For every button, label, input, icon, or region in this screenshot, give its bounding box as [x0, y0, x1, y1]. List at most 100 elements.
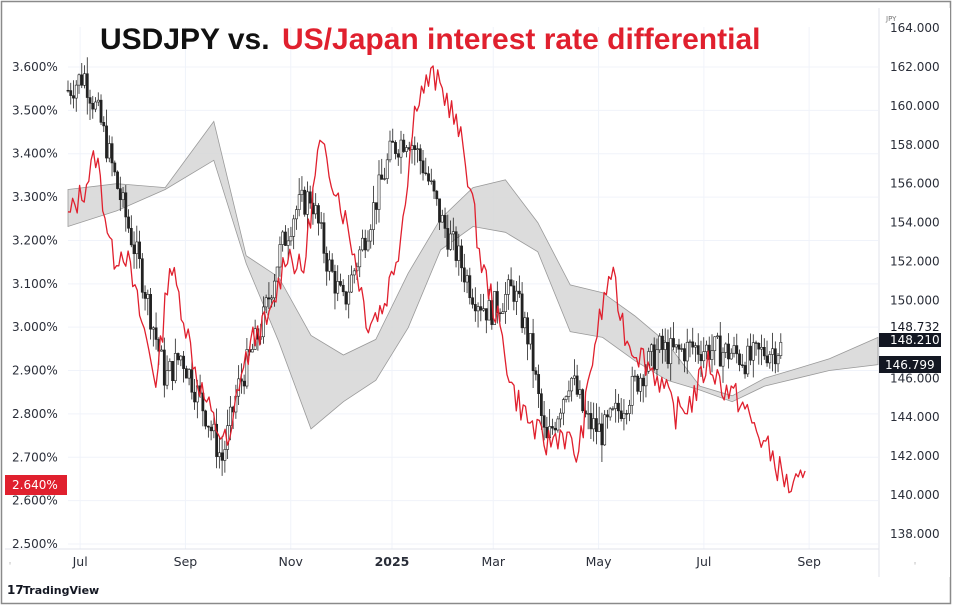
- left-tick-label: 2.500%: [12, 537, 58, 551]
- right-tick-label: 156.000: [890, 177, 940, 191]
- candle-body: [683, 348, 686, 362]
- candle-body: [617, 402, 620, 412]
- candle-body: [666, 342, 670, 365]
- candle-body: [743, 365, 747, 375]
- candle-body: [396, 153, 400, 158]
- candle-body: [471, 297, 474, 305]
- candle-body: [292, 218, 296, 237]
- candle-body: [749, 345, 752, 361]
- candle-body: [553, 427, 557, 431]
- candle-body: [278, 244, 282, 268]
- svg-text:148.732: 148.732: [890, 320, 940, 334]
- candle-body: [374, 202, 378, 210]
- candle-body: [454, 231, 458, 261]
- candle-body: [561, 399, 565, 414]
- candle-body: [220, 452, 224, 461]
- candle-body: [402, 139, 406, 152]
- candle-body: [768, 354, 772, 364]
- candle-body: [716, 335, 719, 338]
- candle-body: [358, 249, 362, 268]
- corner-marker-left: ◦: [8, 560, 12, 568]
- candle-body: [328, 259, 331, 272]
- candle-body: [539, 393, 543, 416]
- candle-body: [190, 369, 194, 393]
- candle-body: [608, 408, 612, 418]
- left-tick-label: 3.200%: [12, 233, 58, 247]
- candle-body: [121, 192, 125, 201]
- candle-body: [162, 349, 166, 386]
- candle-body: [105, 125, 108, 159]
- candle-body: [91, 102, 95, 110]
- candle-body: [595, 418, 598, 432]
- svg-text:𝟭𝟳: 𝟭𝟳: [7, 583, 24, 597]
- candle-body: [468, 275, 472, 299]
- candle-body: [303, 189, 307, 215]
- chart-title: USDJPY vs. US/Japan interest rate differ…: [100, 23, 760, 56]
- candle-body: [77, 74, 81, 86]
- candle-body: [446, 228, 450, 250]
- candle-body: [405, 147, 408, 152]
- candle-body: [176, 353, 180, 361]
- candle-body: [369, 229, 373, 242]
- candle-body: [394, 142, 397, 154]
- candle-body: [691, 341, 695, 348]
- candle-body: [372, 202, 375, 230]
- x-tick-label: Mar: [481, 554, 505, 569]
- candle-body: [366, 240, 370, 251]
- candle-body: [738, 353, 741, 366]
- candle-body: [110, 143, 114, 164]
- candle-body: [385, 159, 389, 179]
- candle-body: [380, 174, 384, 180]
- candle-body: [633, 375, 637, 378]
- candle-body: [647, 351, 651, 372]
- right-tick-label: 144.000: [890, 410, 940, 424]
- right-tick-label: 142.000: [890, 449, 940, 463]
- candle-body: [149, 294, 152, 330]
- candle-body: [193, 391, 196, 403]
- candle-body: [696, 345, 700, 355]
- x-tick-label: Jul: [695, 554, 711, 569]
- x-axis: Jul Sep Nov 2025 Mar May Jul Sep: [72, 554, 821, 569]
- left-tick-label: 3.600%: [12, 60, 58, 74]
- grid: [68, 27, 878, 549]
- candle-body: [99, 99, 103, 123]
- candle-body: [658, 335, 662, 351]
- left-tick-label: 2.900%: [12, 364, 58, 378]
- candle-body: [102, 122, 106, 127]
- candle-body: [652, 344, 656, 370]
- candle-body: [388, 140, 392, 161]
- candle-body: [146, 294, 150, 299]
- candle-body: [140, 258, 144, 293]
- candle-body: [245, 349, 249, 387]
- title-part-1: USDJPY vs.: [100, 23, 270, 56]
- candle-body: [88, 97, 92, 104]
- current-rate-badge: 2.640%: [5, 475, 67, 495]
- candle-body: [154, 327, 158, 340]
- candle-body: [776, 355, 780, 365]
- candle-body: [699, 354, 703, 362]
- candle-body: [735, 345, 739, 355]
- candle-body: [107, 143, 111, 159]
- candle-body: [80, 74, 84, 86]
- candle-body: [559, 412, 563, 420]
- candle-body: [209, 426, 213, 432]
- candle-body: [479, 306, 483, 311]
- candle-body: [413, 145, 417, 150]
- candle-body: [724, 343, 728, 353]
- candle-body: [449, 233, 452, 250]
- candle-body: [69, 90, 73, 96]
- candle-body: [341, 284, 345, 293]
- candle-body: [482, 308, 485, 311]
- candle-body: [451, 231, 455, 235]
- candle-body: [168, 361, 172, 371]
- candle-body: [314, 205, 318, 215]
- candle-body: [429, 180, 433, 182]
- candle-body: [116, 171, 119, 189]
- candle-body: [487, 300, 491, 321]
- x-tick-label: May: [586, 554, 612, 569]
- candle-body: [350, 274, 353, 293]
- candle-body: [581, 389, 585, 412]
- candle-body: [476, 306, 480, 312]
